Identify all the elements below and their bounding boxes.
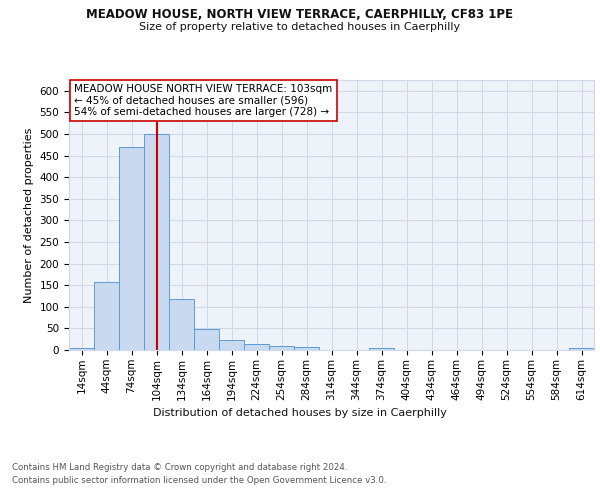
Bar <box>269 346 294 350</box>
Bar <box>144 134 169 350</box>
Bar <box>194 330 219 350</box>
Text: Distribution of detached houses by size in Caerphilly: Distribution of detached houses by size … <box>153 408 447 418</box>
Text: MEADOW HOUSE, NORTH VIEW TERRACE, CAERPHILLY, CF83 1PE: MEADOW HOUSE, NORTH VIEW TERRACE, CAERPH… <box>86 8 514 20</box>
Bar <box>244 344 269 350</box>
Bar <box>294 346 319 350</box>
Bar <box>119 147 144 350</box>
Bar <box>369 348 394 350</box>
Bar <box>94 282 119 350</box>
Text: MEADOW HOUSE NORTH VIEW TERRACE: 103sqm
← 45% of detached houses are smaller (59: MEADOW HOUSE NORTH VIEW TERRACE: 103sqm … <box>74 84 332 117</box>
Bar <box>69 348 94 350</box>
Text: Contains public sector information licensed under the Open Government Licence v3: Contains public sector information licen… <box>12 476 386 485</box>
Bar <box>169 299 194 350</box>
Bar <box>569 348 594 350</box>
Text: Size of property relative to detached houses in Caerphilly: Size of property relative to detached ho… <box>139 22 461 32</box>
Bar <box>219 340 244 350</box>
Y-axis label: Number of detached properties: Number of detached properties <box>24 128 34 302</box>
Text: Contains HM Land Registry data © Crown copyright and database right 2024.: Contains HM Land Registry data © Crown c… <box>12 462 347 471</box>
